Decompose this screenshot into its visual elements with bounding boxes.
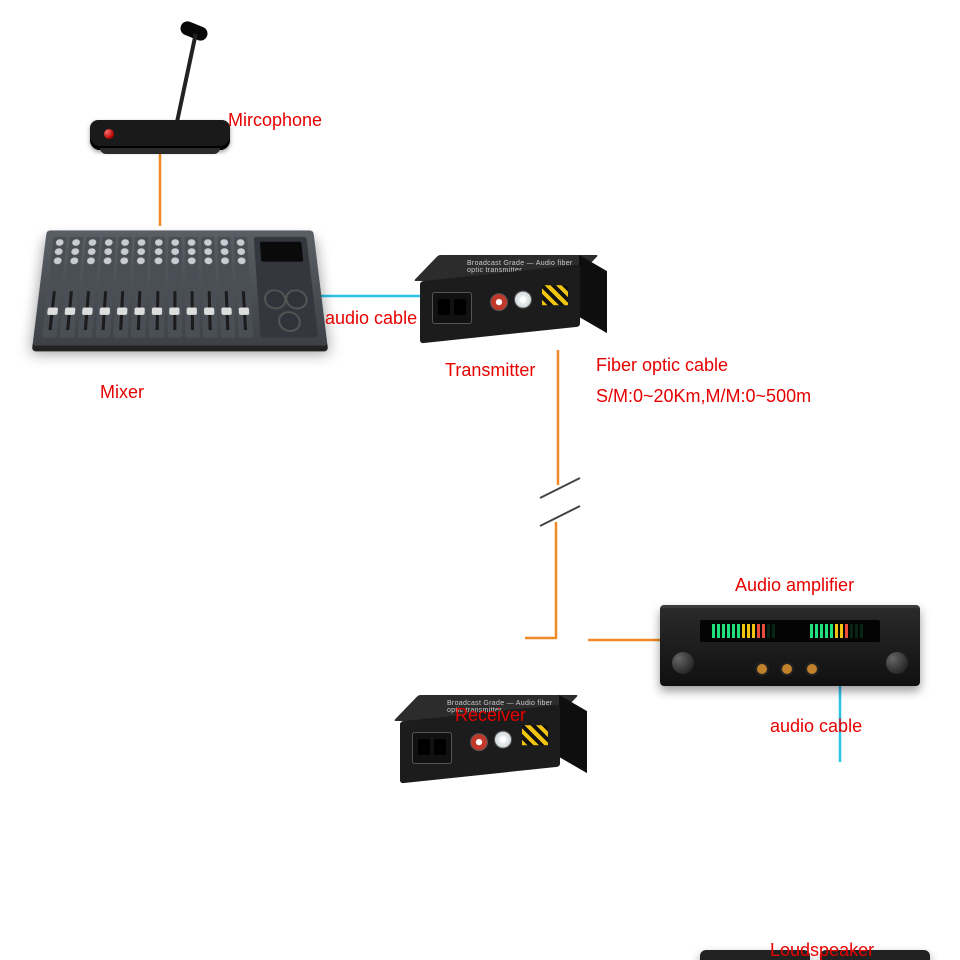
audio-cable-bot-label: audio cable — [770, 716, 862, 737]
audio-amplifier-label: Audio amplifier — [735, 575, 854, 596]
mixer-device — [40, 220, 320, 350]
amplifier-device — [660, 605, 920, 686]
transmitter-label: Transmitter — [445, 360, 535, 381]
mixer-label: Mixer — [100, 382, 144, 403]
receiver-label: Receiver — [455, 705, 526, 726]
microphone-device — [90, 20, 240, 150]
microphone-label: Mircophone — [228, 110, 322, 131]
audio-cable-top-label: audio cable — [325, 308, 417, 329]
fiber-line1-label: Fiber optic cable — [596, 355, 728, 376]
fiber-line2-label: S/M:0~20Km,M/M:0~500m — [596, 386, 811, 407]
transmitter-device: Broadcast Grade — Audio fiber optic tran… — [420, 255, 610, 350]
loudspeaker-label: Loudspeaker — [770, 940, 874, 960]
